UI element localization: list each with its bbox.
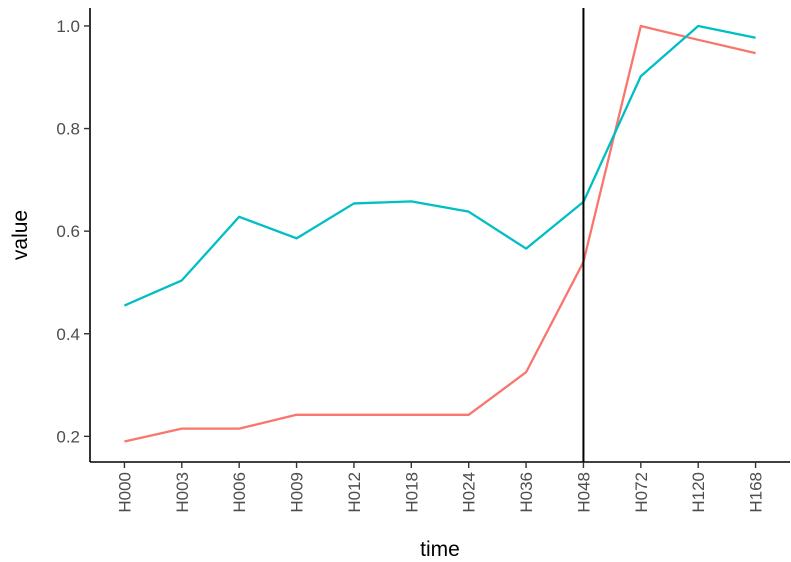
y-tick-label: 0.2 (56, 427, 80, 446)
x-tick-label: H012 (345, 472, 364, 513)
y-axis-title: value (9, 210, 32, 260)
x-tick-label: H018 (402, 472, 421, 513)
x-tick-label: H036 (517, 472, 536, 513)
x-tick-label: H024 (460, 472, 479, 513)
x-tick-label: H000 (115, 472, 134, 513)
y-tick-label: 0.8 (56, 120, 80, 139)
x-tick-label: H048 (574, 472, 593, 513)
x-tick-label: H009 (288, 472, 307, 513)
axes-layer (89, 8, 790, 463)
y-tick-label: 0.4 (56, 325, 80, 344)
series-line-1 (124, 24, 756, 443)
series-layer (123, 24, 756, 443)
series-line-2 (123, 24, 756, 307)
x-tick-label: H168 (747, 472, 766, 513)
x-tick-label: H120 (689, 472, 708, 513)
x-tick-label: H072 (632, 472, 651, 513)
y-tick-label: 0.6 (56, 222, 80, 241)
x-axis-title: time (420, 538, 460, 561)
x-tick-label: H006 (230, 472, 249, 513)
y-tick-label: 1.0 (56, 17, 80, 36)
ticks-layer: 0.2 0.4 0.6 0.8 1.0 H000 H003 H006 H009 H012 H018 H… (56, 17, 765, 513)
x-tick-label: H003 (173, 472, 192, 513)
